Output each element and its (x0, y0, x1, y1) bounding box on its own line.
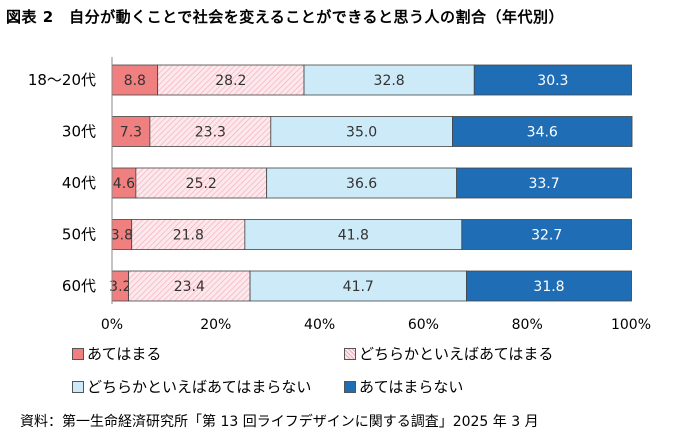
data-label: 21.8 (173, 228, 204, 244)
legend-swatch (72, 347, 84, 360)
legend-item: あてはまらない (344, 376, 632, 397)
bar-segment (461, 219, 632, 250)
bar-segment (452, 116, 633, 147)
legend-item: どちらかといえばあてはまらない (72, 376, 344, 397)
legend-swatch (344, 347, 356, 360)
data-label: 28.2 (215, 73, 246, 89)
bar-segment (111, 116, 151, 147)
bar-segment (157, 64, 305, 96)
category-label: 40代 (62, 174, 96, 192)
data-label: 32.8 (374, 73, 405, 89)
data-label: 41.8 (338, 228, 369, 244)
category-label: 50代 (62, 226, 96, 244)
legend-swatch (344, 380, 356, 393)
bar-segment (135, 167, 268, 199)
source-note: 資料：第一生命経済研究所「第 13 回ライフデザインに関する調査」2025 年 … (20, 414, 539, 430)
bar-segment (466, 270, 632, 302)
data-label: 34.6 (527, 125, 558, 141)
category-label: 18～20代 (28, 71, 96, 89)
chart-title: 図表 2 自分が動くことで社会を変えることができると思う人の割合（年代別） (6, 8, 564, 26)
data-label: 35.0 (346, 125, 377, 141)
bars-group: 8.8 28.2 32.8 30.3 7.3 23.3 35.0 34.6 4.6 25.2 36.… (109, 64, 633, 302)
x-axis-ticks: 0% 20% 40% 60% 80% 100% (101, 317, 651, 333)
legend-label: あてはまる (87, 345, 162, 363)
data-label: 33.7 (528, 176, 559, 192)
bar-segment (131, 219, 246, 250)
data-label: 31.8 (533, 279, 564, 295)
legend-label: どちらかといえばあてはまる (359, 345, 554, 363)
x-tick-label: 60% (408, 317, 439, 333)
category-label: 60代 (62, 277, 96, 295)
category-labels: 18～20代 30代 40代 50代 60代 (28, 71, 96, 295)
data-label: 36.6 (346, 176, 377, 192)
data-label: 32.7 (531, 228, 562, 244)
bar-segment (266, 167, 458, 199)
data-label: 41.7 (343, 279, 374, 295)
x-tick-label: 100% (611, 317, 651, 333)
data-label: 3.8 (111, 228, 133, 244)
bar-segment (149, 116, 272, 147)
legend: あてはまる どちらかといえばあてはまるどちらかといえばあてはまらない あてはまらない (72, 343, 632, 397)
data-label: 3.2 (109, 279, 131, 295)
x-tick-label: 40% (304, 317, 335, 333)
data-label: 30.3 (537, 73, 568, 89)
category-label: 30代 (62, 123, 96, 141)
legend-swatch (72, 380, 84, 393)
data-label: 25.2 (186, 176, 217, 192)
bar-segment (244, 219, 463, 250)
data-label: 8.8 (124, 73, 146, 89)
bar-segment (270, 116, 453, 147)
stacked-bar-chart: 8.8 28.2 32.8 30.3 7.3 23.3 35.0 34.6 4.6 25.2 36.… (28, 57, 651, 333)
bar-segment (128, 270, 251, 302)
x-tick-label: 80% (512, 317, 543, 333)
data-label: 7.3 (120, 125, 142, 141)
data-label: 23.4 (174, 279, 205, 295)
bar-segment (249, 270, 467, 302)
legend-item: どちらかといえばあてはまる (344, 343, 632, 364)
legend-label: あてはまらない (359, 378, 464, 396)
data-label: 4.6 (113, 176, 135, 192)
data-label: 23.3 (195, 125, 226, 141)
bar-segment (456, 167, 632, 199)
x-tick-label: 20% (200, 317, 231, 333)
bar-segment (473, 64, 632, 96)
legend-label: どちらかといえばあてはまらない (87, 378, 312, 396)
legend-item: あてはまる (72, 343, 344, 364)
x-tick-label: 0% (101, 317, 123, 333)
